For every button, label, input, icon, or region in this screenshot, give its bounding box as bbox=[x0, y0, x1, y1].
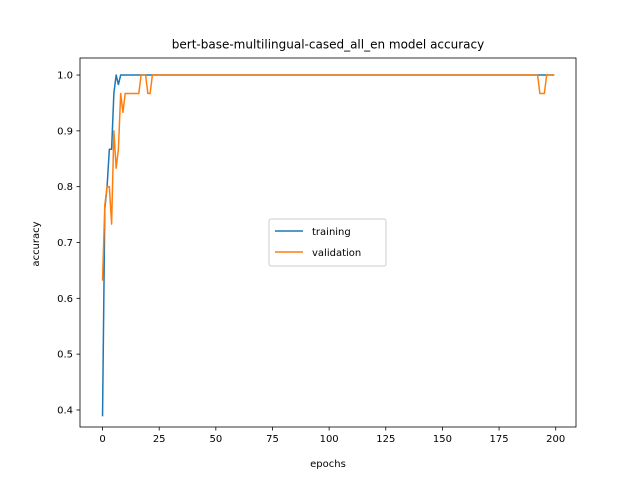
y-tick-label: 0.8 bbox=[57, 182, 73, 193]
x-tick-label: 25 bbox=[153, 434, 166, 445]
y-tick-label: 0.9 bbox=[57, 126, 73, 137]
plot-area: 0 25 50 75 100 125 150 175 200 0.4 0.5 0.6 0.7 0.8 0.9… bbox=[57, 57, 577, 445]
legend-label-training: training bbox=[312, 227, 351, 238]
x-tick-label: 100 bbox=[320, 434, 339, 445]
legend: training validation bbox=[268, 218, 387, 267]
x-tick-label: 50 bbox=[209, 434, 222, 445]
chart-title: bert-base-multilingual-cased_all_en mode… bbox=[172, 38, 484, 52]
y-tick-label: 1.0 bbox=[57, 71, 73, 82]
x-tick-label: 0 bbox=[99, 434, 105, 445]
legend-label-validation: validation bbox=[312, 248, 361, 259]
x-tick-label: 150 bbox=[433, 434, 452, 445]
y-tick-label: 0.5 bbox=[57, 350, 73, 361]
series-line-validation bbox=[101, 74, 555, 281]
x-tick-label: 125 bbox=[376, 434, 395, 445]
y-axis-label: accuracy bbox=[31, 221, 42, 266]
y-tick-label: 0.6 bbox=[57, 294, 73, 305]
x-axis-label: epochs bbox=[310, 459, 346, 470]
x-tick-label: 75 bbox=[266, 434, 279, 445]
y-tick-label: 0.7 bbox=[57, 238, 73, 249]
x-tick-label: 200 bbox=[546, 434, 565, 445]
x-tick-label: 175 bbox=[490, 434, 509, 445]
y-tick-label: 0.4 bbox=[57, 405, 73, 416]
